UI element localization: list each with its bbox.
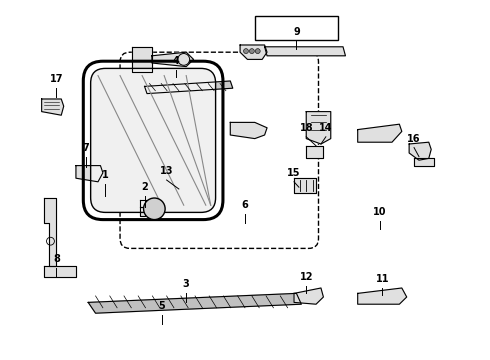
Polygon shape	[76, 166, 103, 182]
Text: 16: 16	[407, 134, 421, 144]
Text: 15: 15	[287, 168, 301, 178]
Text: 2: 2	[141, 182, 148, 192]
Polygon shape	[44, 198, 56, 266]
Polygon shape	[240, 45, 267, 59]
Text: 13: 13	[160, 166, 173, 176]
Bar	[255, 16, 338, 40]
Polygon shape	[88, 293, 301, 313]
Polygon shape	[132, 47, 152, 72]
Polygon shape	[44, 266, 76, 277]
Polygon shape	[140, 200, 152, 207]
Text: 18: 18	[299, 123, 313, 133]
Polygon shape	[294, 178, 316, 193]
Polygon shape	[358, 288, 407, 304]
Text: 12: 12	[299, 272, 313, 282]
Polygon shape	[409, 142, 431, 160]
Circle shape	[144, 198, 165, 220]
Text: 8: 8	[53, 254, 60, 264]
Polygon shape	[306, 146, 323, 158]
Text: 10: 10	[373, 207, 387, 217]
Text: 14: 14	[319, 123, 333, 133]
Text: 3: 3	[183, 279, 190, 289]
Polygon shape	[294, 288, 323, 304]
Text: 7: 7	[82, 143, 89, 153]
Polygon shape	[265, 47, 345, 56]
Circle shape	[244, 49, 248, 54]
Text: 11: 11	[375, 274, 389, 284]
Circle shape	[249, 49, 254, 54]
Text: 5: 5	[158, 301, 165, 311]
Polygon shape	[42, 99, 64, 115]
Polygon shape	[152, 52, 194, 67]
Polygon shape	[140, 207, 145, 216]
Polygon shape	[306, 112, 331, 144]
Text: 17: 17	[49, 74, 63, 84]
Polygon shape	[414, 158, 434, 166]
Text: 9: 9	[293, 27, 300, 37]
Polygon shape	[358, 124, 402, 142]
Circle shape	[178, 54, 190, 65]
Text: 1: 1	[102, 170, 109, 180]
Polygon shape	[230, 122, 267, 139]
FancyBboxPatch shape	[91, 68, 216, 212]
Circle shape	[255, 49, 260, 54]
Text: 4: 4	[173, 56, 180, 66]
Polygon shape	[145, 81, 233, 94]
Text: 6: 6	[242, 200, 248, 210]
